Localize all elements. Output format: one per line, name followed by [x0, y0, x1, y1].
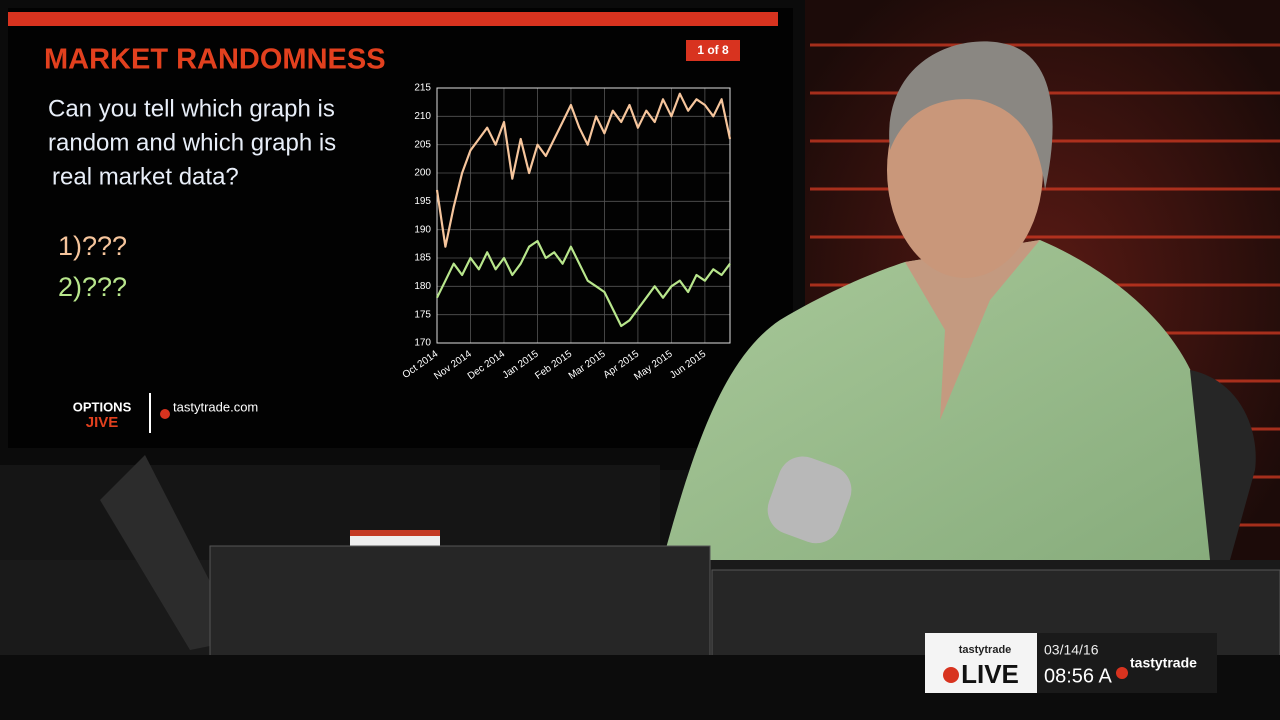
- hair: [889, 41, 1053, 190]
- cherry-icon: [1116, 667, 1128, 679]
- ticker-logo: tastytrade: [1130, 655, 1197, 671]
- monitor-center: [209, 545, 711, 657]
- option-1: 1)???: [58, 231, 127, 261]
- slide-bar: [8, 12, 778, 26]
- ticker-info-box: [1037, 633, 1217, 693]
- y-tick-label: 200: [414, 168, 431, 179]
- cherry-icon: [943, 667, 959, 683]
- y-tick-label: 185: [414, 253, 431, 264]
- y-tick-label: 195: [414, 196, 431, 207]
- neck: [905, 240, 1040, 420]
- y-tick-label: 190: [414, 224, 431, 235]
- page-badge: [686, 40, 740, 61]
- cherry-icon: [160, 409, 170, 419]
- y-tick-label: 175: [414, 309, 431, 320]
- logo-site: tastytrade.com: [173, 399, 258, 414]
- chair: [1190, 370, 1256, 560]
- ticker-live-box: [925, 633, 1037, 693]
- question-line: real market data?: [52, 163, 239, 190]
- page-number: 1 of 8: [697, 43, 729, 57]
- monitor-left: [100, 455, 240, 650]
- plot-frame: [436, 87, 731, 344]
- face: [887, 62, 1043, 278]
- option-2: 2)???: [58, 272, 127, 302]
- question-line: Can you tell which graph is: [48, 95, 335, 122]
- ticker-date: 03/14/16: [1044, 642, 1099, 658]
- y-tick-label: 210: [414, 111, 431, 122]
- ticker-brand: tastytrade: [959, 644, 1012, 656]
- mug-rim: [350, 530, 440, 536]
- y-tick-label: 215: [414, 83, 431, 94]
- logo-options: OPTIONS: [73, 399, 132, 414]
- tv-screen: [8, 8, 793, 448]
- logo-jive: JIVE: [86, 414, 119, 431]
- y-tick-label: 205: [414, 139, 431, 150]
- series-line: [436, 239, 731, 328]
- microphone: [767, 456, 852, 544]
- series-line: [435, 92, 732, 248]
- slide-title: MARKET RANDOMNESS: [44, 44, 386, 76]
- y-tick-label: 170: [414, 338, 431, 349]
- ticker-live: LIVE: [961, 659, 1019, 689]
- y-tick-label: 180: [414, 281, 431, 292]
- ticker-time: 08:56 A: [1044, 665, 1113, 687]
- question-line: random and which graph is: [48, 129, 336, 156]
